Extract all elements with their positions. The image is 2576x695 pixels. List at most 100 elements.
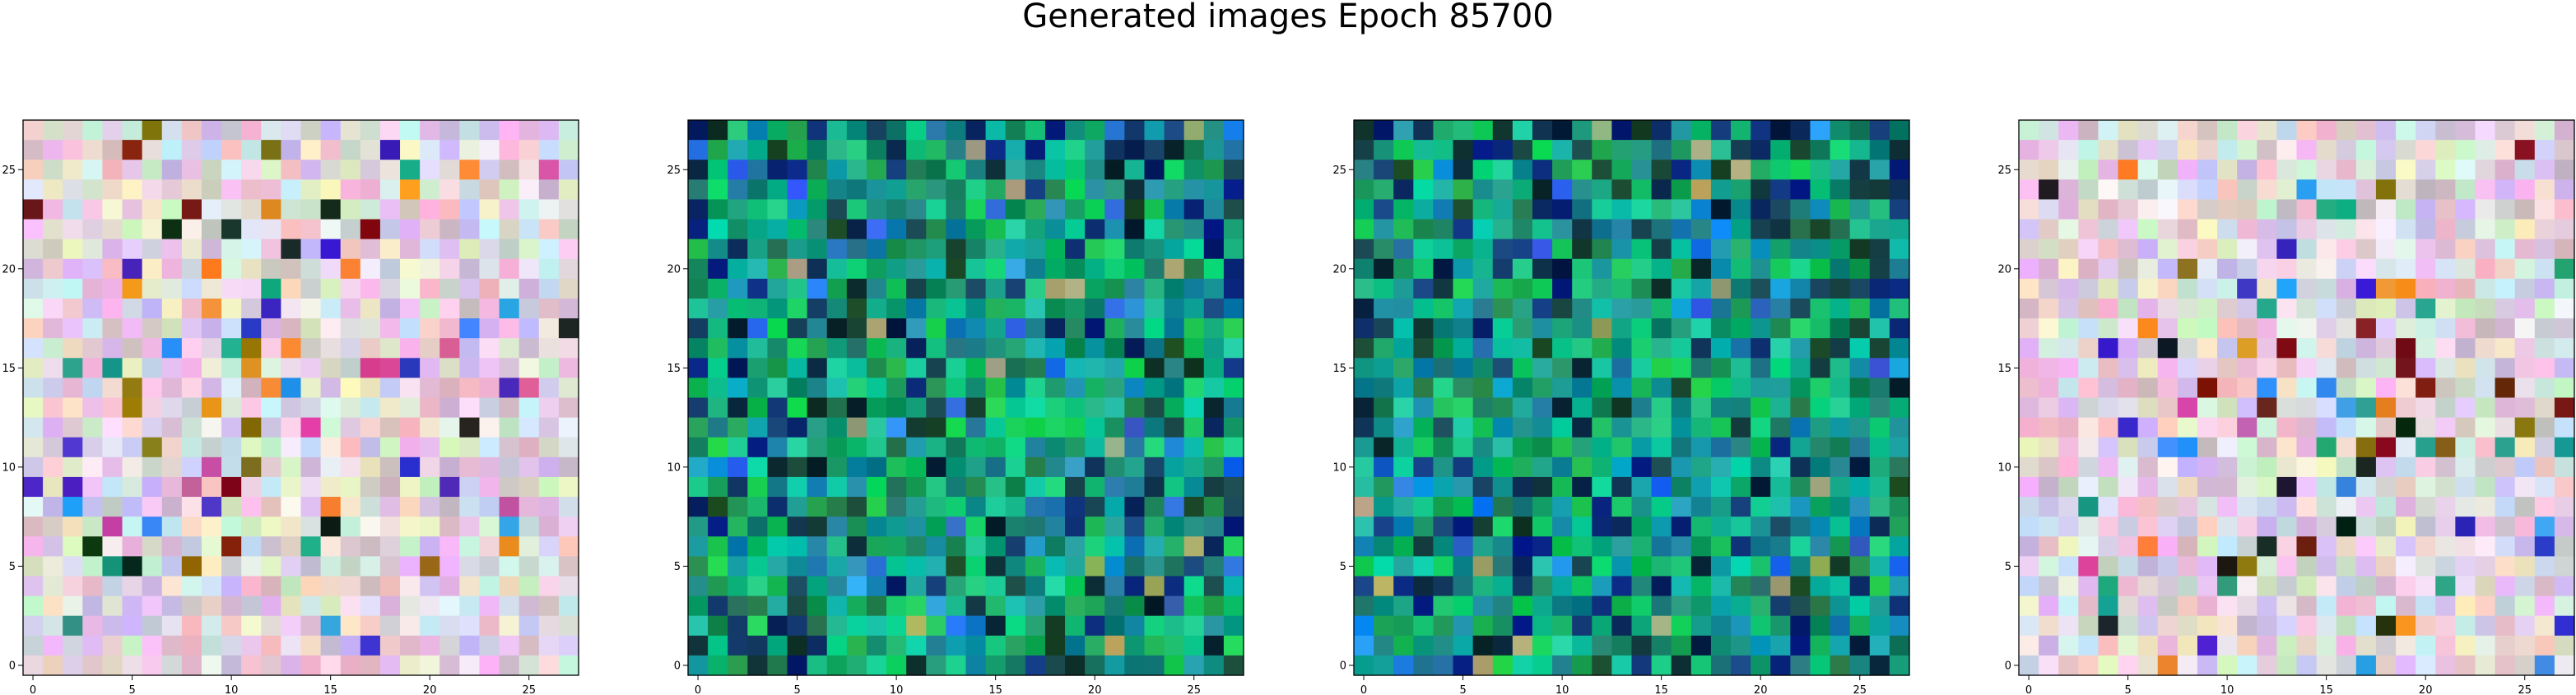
pixel-cell [965,437,987,458]
pixel-cell [2197,497,2218,517]
pixel-cell [1005,358,1026,378]
pixel-cell [281,378,302,399]
pixel-cell [1492,536,1514,557]
pixel-cell [261,437,281,458]
pixel-cell [826,338,848,359]
y-tick-label: 25 [1332,164,1346,177]
pixel-cell [1085,199,1105,220]
pixel-cell [2296,476,2318,498]
pixel-cell [2435,576,2456,597]
pixel-cell [1770,476,1791,498]
pixel-cell [1124,497,1146,517]
pixel-cell [708,595,728,617]
pixel-cell [2495,239,2516,260]
pixel-cell [2237,615,2257,637]
pixel-cell [985,199,1007,220]
pixel-cell [1770,456,1791,478]
pixel-cell [1830,576,1851,597]
pixel-cell [161,556,183,577]
pixel-cell [1472,219,1494,240]
pixel-cell [1830,497,1851,517]
pixel-cell [558,556,579,577]
pixel-cell [1869,378,1890,399]
pixel-cell [866,219,887,240]
pixel-cell [2495,417,2516,438]
pixel-cell [728,179,748,201]
pixel-cell [728,437,748,458]
pixel-cell [1710,595,1732,617]
pixel-cell [866,536,887,557]
pixel-cell [1144,397,1165,419]
pixel-cell [2316,615,2337,637]
pixel-cell [1144,258,1165,280]
pixel-cell [2514,655,2536,676]
pixel-cell [2495,497,2516,517]
pixel-cell [2078,595,2099,617]
pixel-cell [2534,517,2555,537]
pixel-cell [1532,179,1553,201]
pixel-cell [2355,576,2377,597]
pixel-cell [2257,199,2277,220]
pixel-cell [142,517,163,537]
pixel-cell [538,179,560,201]
pixel-cell [2039,298,2059,319]
pixel-cell [1790,635,1811,656]
pixel-cell [846,655,867,676]
pixel-cell [1065,417,1086,438]
pixel-cell [787,437,808,458]
pixel-cell [1572,615,1593,637]
pixel-cell [518,517,540,537]
pixel-cell [1005,655,1026,676]
pixel-cell [1532,318,1553,339]
pixel-cell [1065,615,1086,637]
pixel-cell [787,497,808,517]
pixel-cell [2455,635,2476,656]
pixel-cell [1611,160,1633,180]
pixel-cell [2396,476,2416,498]
pixel-cell [2217,556,2238,577]
pixel-cell [439,258,460,280]
pixel-cell [767,120,788,141]
pixel-cell [2058,219,2079,240]
pixel-cell [1572,179,1593,201]
pixel-cell [1203,615,1225,637]
pixel-cell [1104,397,1125,419]
pixel-cell [2296,140,2318,160]
pixel-cell [2435,556,2456,577]
pixel-cell [767,160,788,180]
pixel-cell [2276,655,2298,676]
pixel-cell [1453,298,1474,319]
pixel-cell [23,595,44,617]
pixel-cell [479,536,500,557]
pixel-cell [1889,397,1910,419]
pixel-cell [1164,556,1185,577]
pixel-cell [1492,437,1514,458]
pixel-cell [2455,160,2476,180]
pixel-cell [558,239,579,260]
pixel-cell [1889,655,1910,676]
pixel-cell [2058,160,2079,180]
pixel-cell [2534,239,2555,260]
pixel-cell [2435,615,2456,637]
pixel-cell [2058,318,2079,339]
pixel-cell [281,120,302,141]
pixel-cell [2019,655,2039,676]
pixel-cell [1144,219,1165,240]
pixel-cell [499,536,520,557]
pixel-cell [985,417,1007,438]
pixel-cell [82,397,104,419]
pixel-cell [161,179,183,201]
pixel-cell [1810,635,1831,656]
pixel-cell [1869,160,1890,180]
pixel-cell [807,655,828,676]
pixel-cell [1790,476,1811,498]
pixel-cell [320,497,342,517]
pixel-cell [2217,338,2238,359]
pixel-cell [926,378,946,399]
pixel-cell [479,298,500,319]
pixel-cell [63,358,83,378]
pixel-cell [1433,556,1454,577]
pixel-cell [1413,437,1434,458]
pixel-cell [82,456,104,478]
pixel-cell [142,437,163,458]
